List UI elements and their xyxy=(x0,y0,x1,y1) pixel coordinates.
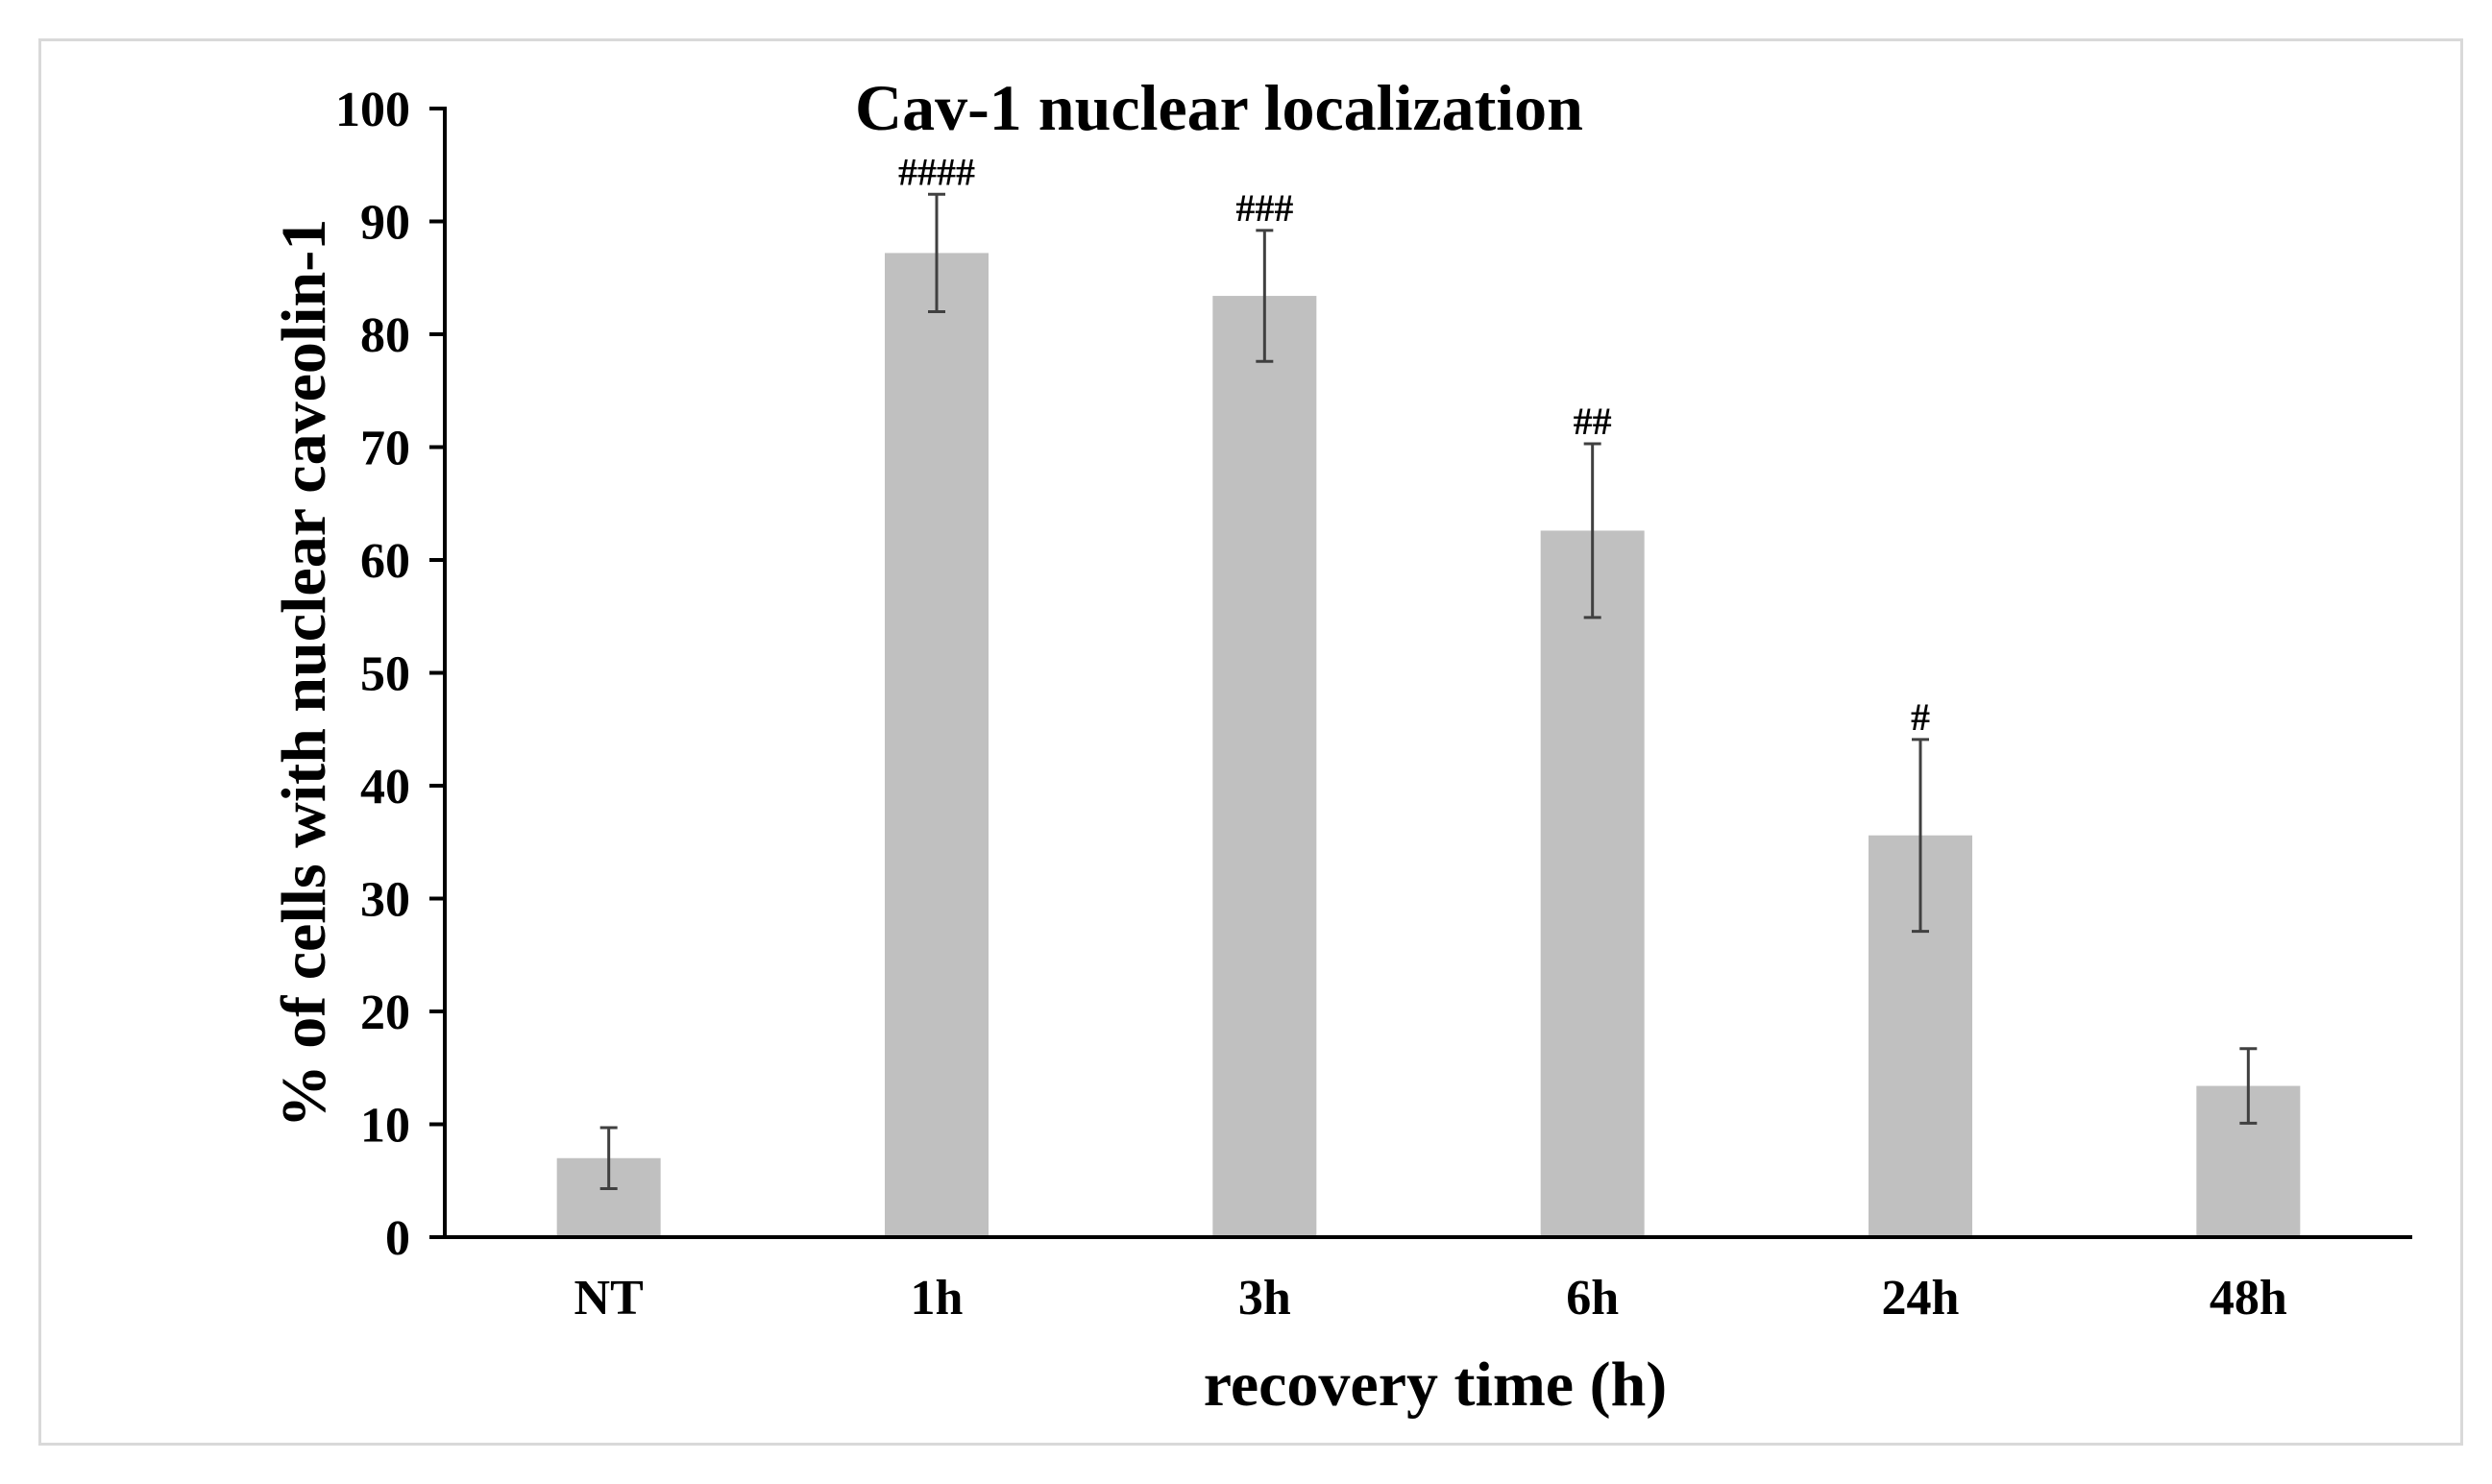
significance-annotations: ########## xyxy=(898,150,1930,739)
error-bar-48h xyxy=(2239,1047,2258,1125)
y-tick-label: 40 xyxy=(360,760,410,815)
significance-mark-6h: ## xyxy=(1574,400,1612,443)
bar-6h xyxy=(1540,530,1645,1237)
y-tick-label: 30 xyxy=(360,873,410,928)
x-tick-label-nt: NT xyxy=(574,1271,644,1326)
y-tick-label: 10 xyxy=(360,1099,410,1154)
x-tick-label-6h: 6h xyxy=(1566,1271,1619,1326)
x-tick-label-48h: 48h xyxy=(2210,1271,2287,1326)
y-axis-ticks: 0 10 20 30 40 50 60 70 80 90 100 xyxy=(335,83,445,1266)
chart-frame: Cav-1 nuclear localization 0 10 20 30 40 50 60… xyxy=(38,38,2463,1446)
error-bars-group xyxy=(599,192,2258,1190)
bars-group xyxy=(556,253,2301,1237)
error-bar-6h xyxy=(1583,442,1601,620)
x-axis-tick-labels: NT 1h 3h 6h 24h 48h xyxy=(574,1271,2287,1326)
significance-mark-1h: #### xyxy=(898,150,975,193)
error-bar-3h xyxy=(1256,229,1274,363)
y-tick-label: 20 xyxy=(360,985,410,1040)
y-tick-label: 100 xyxy=(335,83,410,137)
error-bar-24h xyxy=(1912,738,1929,934)
y-tick-label: 0 xyxy=(385,1211,410,1266)
bar-3h xyxy=(1212,296,1317,1237)
y-axis-label: % of cells with nuclear caveolin-1 xyxy=(269,219,339,1129)
y-tick-label: 90 xyxy=(360,196,410,251)
x-tick-label-3h: 3h xyxy=(1238,1271,1291,1326)
bar-1h xyxy=(885,253,989,1237)
error-bar-1h xyxy=(928,192,945,313)
x-tick-label-1h: 1h xyxy=(911,1271,964,1326)
x-tick-label-24h: 24h xyxy=(1882,1271,1960,1326)
y-tick-label: 70 xyxy=(360,422,410,476)
chart-title: Cav-1 nuclear localization xyxy=(855,71,1583,144)
y-tick-label: 60 xyxy=(360,534,410,589)
significance-mark-3h: ### xyxy=(1235,186,1293,230)
significance-mark-24h: # xyxy=(1911,695,1930,739)
y-tick-label: 50 xyxy=(360,647,410,702)
bar-chart: Cav-1 nuclear localization 0 10 20 30 40 50 60… xyxy=(269,71,2412,1420)
x-axis-label: recovery time (h) xyxy=(1204,1350,1668,1420)
error-bar-nt xyxy=(599,1126,618,1190)
y-tick-label: 80 xyxy=(360,308,410,363)
